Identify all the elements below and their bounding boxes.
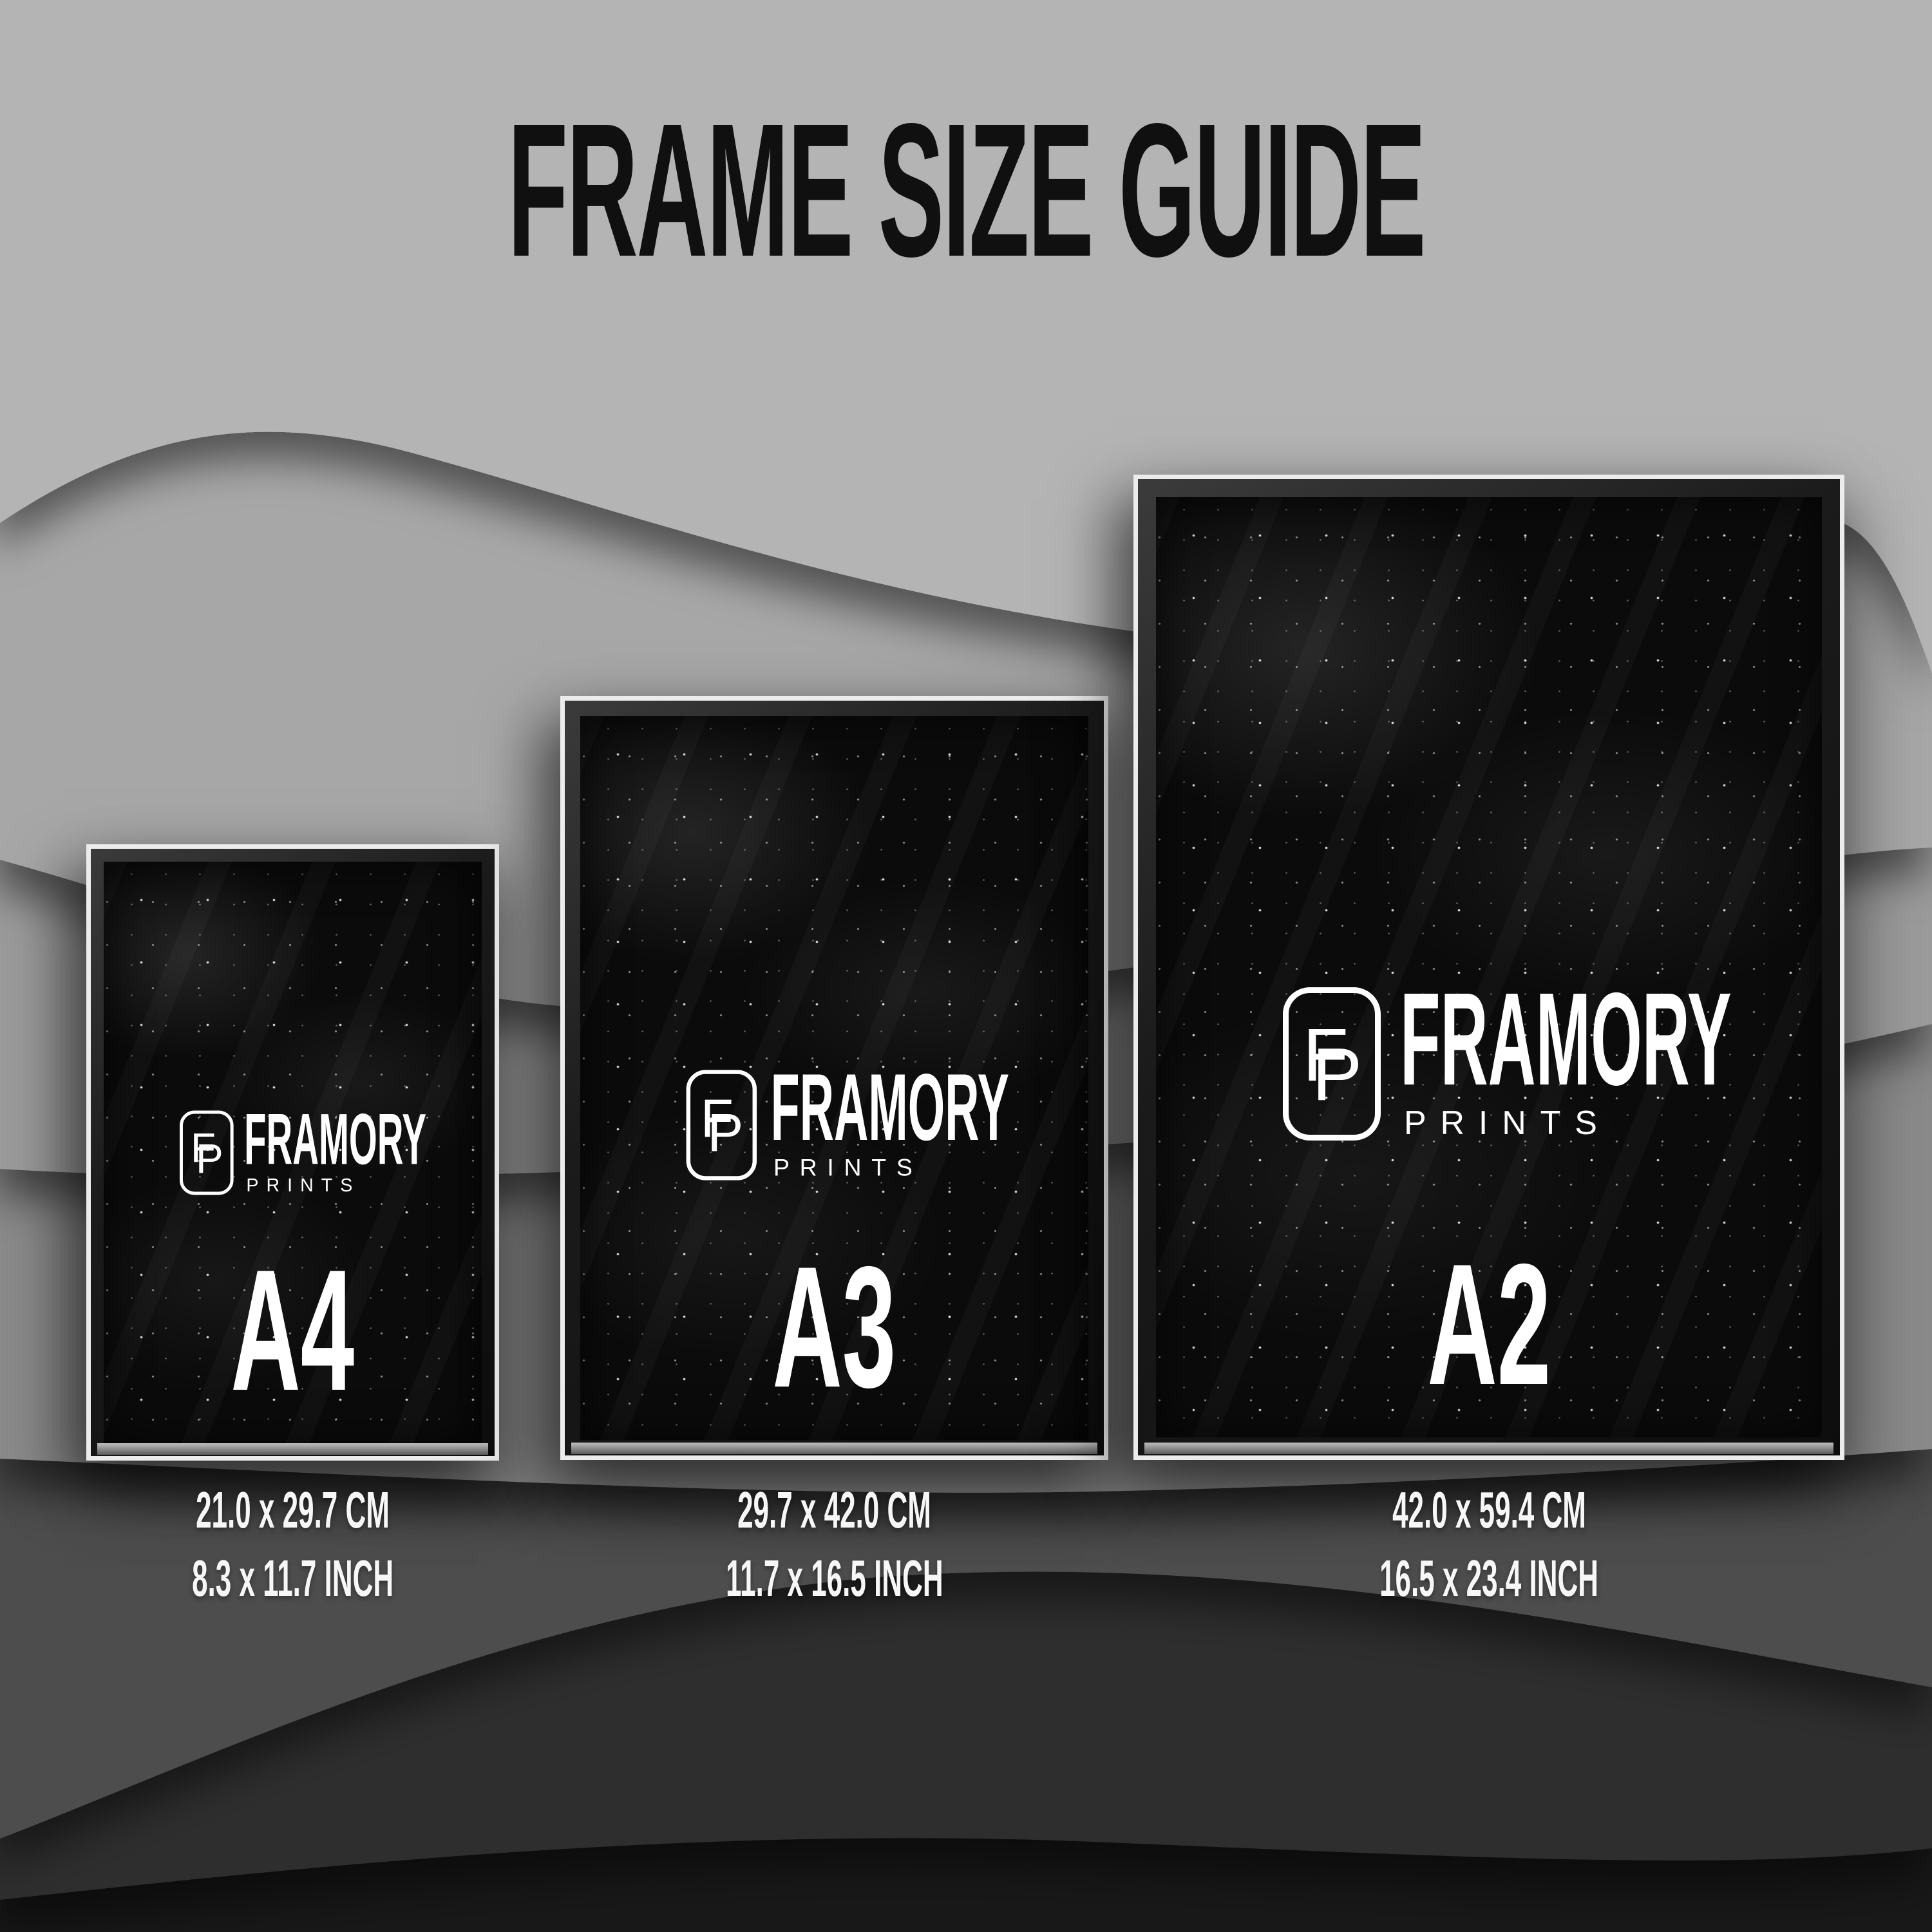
brand-subtitle: PRINTS	[1404, 1104, 1611, 1142]
page-title-text: FRAME SIZE GUIDE	[507, 84, 1426, 296]
monogram-letter-f: F	[190, 1124, 216, 1171]
dimension-inch: 16.5 x 23.4 INCH	[1379, 1549, 1598, 1607]
dimensions-a2: 42.0 x 59.4 CM 16.5 x 23.4 INCH	[1133, 1476, 1844, 1613]
frame-a2: F P FRAMORY PRINTS A2	[1133, 475, 1844, 1460]
dimension-cm: 21.0 x 29.7 CM	[196, 1481, 390, 1539]
poster-a4: F P FRAMORY PRINTS A4	[104, 862, 482, 1443]
monogram-letter-p: P	[195, 1135, 223, 1182]
frame-bottom-rail	[1144, 1443, 1833, 1454]
brand-name: FRAMORY	[1400, 965, 1732, 1113]
dimension-cm: 42.0 x 59.4 CM	[1392, 1481, 1586, 1539]
monogram-letter-p: P	[706, 1102, 743, 1163]
fp-monogram-icon: F P	[686, 1070, 757, 1180]
size-label-a2: A2	[1427, 1227, 1551, 1421]
brand-logo: F P FRAMORY PRINTS	[179, 1103, 426, 1196]
brand-text: FRAMORY PRINTS	[770, 1054, 1088, 1182]
dimension-inch: 8.3 x 11.7 INCH	[191, 1549, 394, 1607]
brand-text: FRAMORY PRINTS	[243, 1098, 482, 1196]
brand-text: FRAMORY PRINTS	[1400, 965, 1822, 1142]
brand-name: FRAMORY	[243, 1098, 426, 1180]
brand-subtitle: PRINTS	[245, 1175, 360, 1196]
poster-a2: F P FRAMORY PRINTS A2	[1156, 497, 1822, 1437]
brand-logo: F P FRAMORY PRINTS	[1283, 973, 1731, 1142]
page-title: FRAME SIZE GUIDE	[0, 95, 1932, 285]
brand-subtitle: PRINTS	[773, 1154, 923, 1182]
fp-monogram-icon: F P	[179, 1110, 234, 1195]
dimension-inch: 11.7 x 16.5 INCH	[725, 1549, 943, 1607]
frame-a3: F P FRAMORY PRINTS A3	[560, 696, 1108, 1460]
fp-monogram-icon: F P	[1283, 987, 1381, 1141]
frame-bottom-rail	[97, 1443, 488, 1455]
brand-name: FRAMORY	[770, 1054, 1009, 1160]
frame-a4: F P FRAMORY PRINTS A4	[86, 844, 499, 1461]
dimensions-a4: 21.0 x 29.7 CM 8.3 x 11.7 INCH	[86, 1476, 499, 1613]
poster-a3: F P FRAMORY PRINTS A3	[580, 716, 1088, 1440]
dimensions-a3: 29.7 x 42.0 CM 11.7 x 16.5 INCH	[560, 1476, 1108, 1613]
monogram-letter-f: F	[700, 1088, 734, 1149]
dimension-cm: 29.7 x 42.0 CM	[737, 1481, 931, 1539]
frame-bottom-rail	[571, 1443, 1097, 1454]
monogram-letter-p: P	[1312, 1032, 1362, 1116]
size-label-a3: A3	[772, 1230, 896, 1423]
size-label-a4: A4	[231, 1233, 355, 1426]
monogram-letter-f: F	[1303, 1013, 1349, 1097]
brand-logo: F P FRAMORY PRINTS	[686, 1059, 1009, 1181]
